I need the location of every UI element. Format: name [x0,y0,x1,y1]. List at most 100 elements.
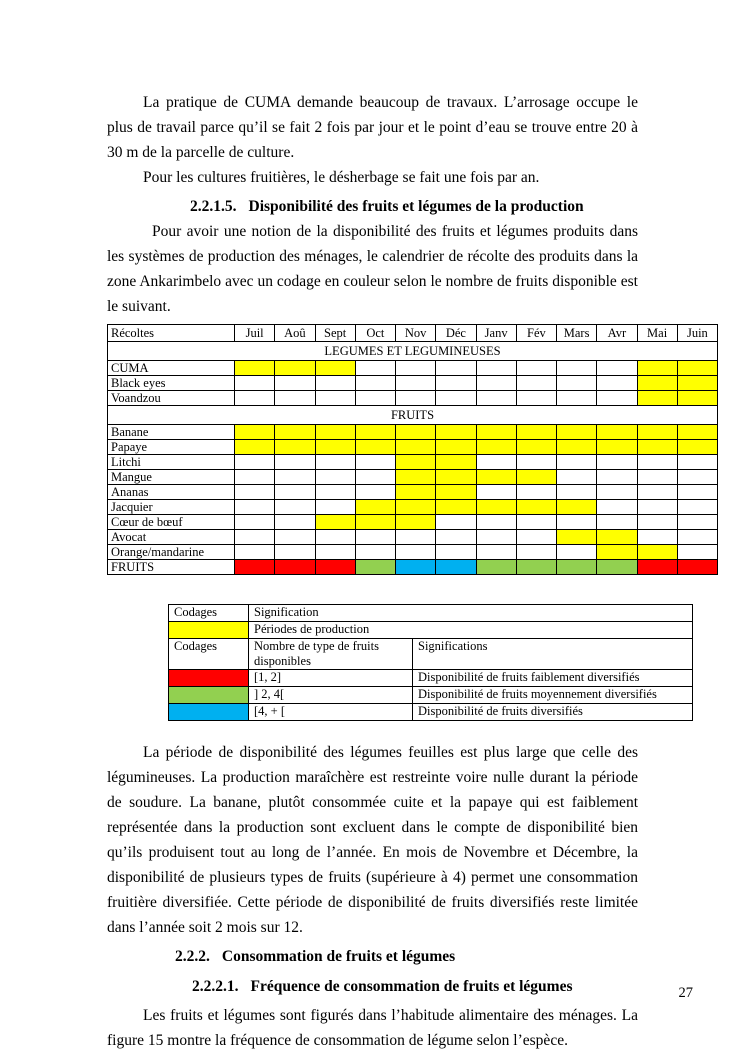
calendar-cell-empty [233,529,276,545]
calendar-cell-production [394,454,437,470]
calendar-cell-empty [636,529,678,545]
legend-row: [1, 2] Disponibilité de fruits faiblement… [168,669,694,687]
calendar-cell-empty [394,390,437,406]
calendar-cell-production [636,424,678,440]
calendar-cell-production [676,360,719,376]
calendar-section-row: LEGUMES ET LEGUMINEUSES [107,341,718,361]
calendar-cell-production [354,514,397,530]
calendar-cell-empty [435,375,477,391]
calendar-row: FRUITS [107,559,719,575]
calendar-cell-empty [314,454,356,470]
calendar-header-row: Récoltes Juil Aoû Sept Oct Nov Déc Janv Fév Mars A… [107,324,719,342]
calendar-cell-empty [676,484,719,500]
calendar-row-label: Cœur de bœuf [107,514,235,530]
calendar-cell-empty [475,390,517,406]
calendar-cell-production [435,469,477,485]
calendar-row: CUMA [107,360,719,376]
calendar-cell-empty [435,529,477,545]
calendar-cell-empty [354,469,397,485]
calendar-cell-empty [636,469,678,485]
calendar-cell-production [394,484,437,500]
legend-cell: Périodes de production [247,621,694,639]
calendar-cell-empty [555,469,598,485]
calendar-cell-empty [274,544,316,560]
calendar-cell-production [555,439,598,455]
calendar-header-month: Avr [596,324,638,342]
calendar-row-label: FRUITS [107,559,235,575]
calendar-cell-empty [314,375,356,391]
paragraph-fruit-weeding: Pour les cultures fruitières, le désherb… [143,169,540,186]
legend-cell: Disponibilité de fruits moyennement dive… [411,686,694,704]
calendar-cell-production [435,424,477,440]
calendar-cell-production [314,360,356,376]
calendar-cell-production [596,544,638,560]
harvest-calendar-table: Récoltes Juil Aoû Sept Oct Nov Déc Janv Fév Mars A… [107,324,719,575]
paragraph-cuma-practice: La pratique de CUMA demande beaucoup de … [107,94,638,161]
heading-title: Consommation de fruits et légumes [221,948,456,965]
calendar-cell-empty [596,360,638,376]
calendar-cell-empty [515,529,558,545]
calendar-header-month: Sept [314,324,356,342]
calendar-cell-production [274,424,316,440]
calendar-row: Banane [107,424,719,440]
calendar-cell-empty [515,514,558,530]
calendar-cell-production [233,424,276,440]
calendar-row-label: Mangue [107,469,235,485]
calendar-row-label: Jacquier [107,499,235,515]
calendar-cell-production [394,424,437,440]
heading-consumption: 2.2.2. Consommation de fruits et légumes [175,944,638,969]
heading-title: Fréquence de consommation de fruits et l… [250,978,573,995]
calendar-cell-empty [676,544,719,560]
calendar-cell-empty [233,375,276,391]
legend-swatch-medium_diversity [168,686,249,704]
calendar-cell-empty [636,514,678,530]
calendar-cell-empty [555,514,598,530]
calendar-cell-production [676,439,719,455]
calendar-row-label: Avocat [107,529,235,545]
calendar-cell-empty [354,360,397,376]
calendar-cell-low_diversity [636,559,678,575]
legend-swatch-high_diversity [168,703,249,721]
legend-cell: Disponibilité de fruits diversifiés [411,703,694,721]
calendar-cell-production [314,514,356,530]
calendar-cell-low_diversity [233,559,276,575]
calendar-cell-empty [394,360,437,376]
calendar-cell-empty [555,544,598,560]
calendar-row-label: Ananas [107,484,235,500]
calendar-cell-production [233,439,276,455]
calendar-cell-empty [515,390,558,406]
calendar-cell-empty [596,454,638,470]
legend-cell: Codages [168,638,249,670]
calendar-cell-production [515,469,558,485]
legend-cell: Nombre de type de fruits disponibles [248,638,413,670]
calendar-cell-empty [475,375,517,391]
heading-title: Disponibilité des fruits et légumes de l… [248,198,584,215]
calendar-row: Litchi [107,454,719,470]
calendar-cell-production [274,439,316,455]
legend-cell: ] 2, 4[ [248,686,413,704]
calendar-cell-empty [515,375,558,391]
calendar-cell-production [274,360,316,376]
calendar-cell-empty [354,529,397,545]
calendar-cell-empty [555,375,598,391]
legend-cell: Disponibilité de fruits faiblement diver… [411,669,694,687]
calendar-cell-empty [596,375,638,391]
calendar-cell-empty [475,514,517,530]
calendar-cell-production [394,469,437,485]
calendar-cell-empty [475,529,517,545]
page-number: 27 [678,985,694,1001]
calendar-cell-high_diversity [435,559,477,575]
calendar-cell-empty [274,499,316,515]
calendar-header-month: Déc [435,324,477,342]
calendar-row: Papaye [107,439,719,455]
calendar-cell-production [475,469,517,485]
calendar-row-label: Black eyes [107,375,235,391]
calendar-header-recoltes: Récoltes [107,324,235,342]
calendar-cell-empty [274,484,316,500]
calendar-section-row: FRUITS [107,405,718,425]
heading-number: 2.2.2. [175,948,210,965]
calendar-cell-empty [354,375,397,391]
calendar-cell-medium_diversity [515,559,558,575]
calendar-cell-empty [233,469,276,485]
calendar-row-label: Orange/mandarine [107,544,235,560]
